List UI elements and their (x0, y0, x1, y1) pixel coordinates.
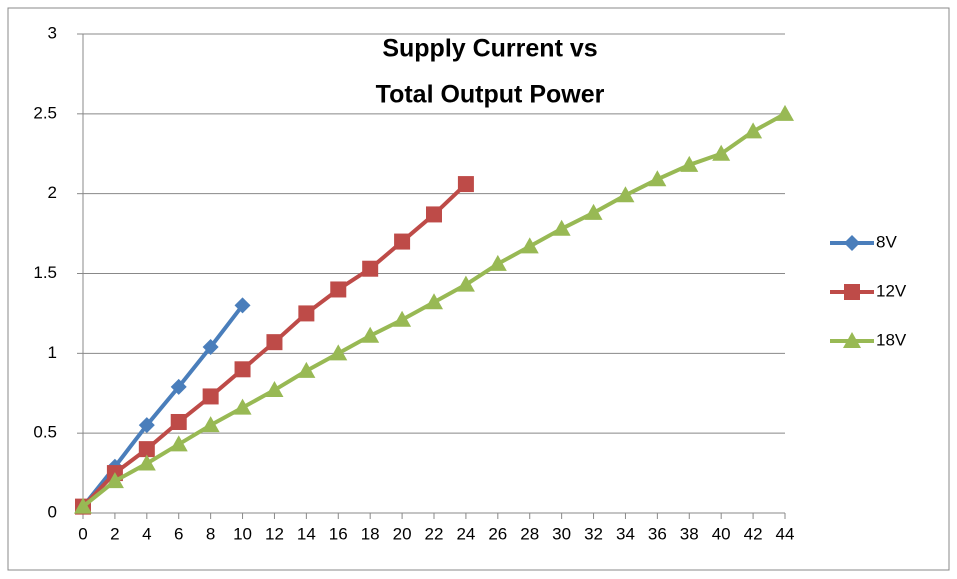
marker (330, 281, 347, 298)
marker (170, 378, 187, 395)
marker (457, 176, 474, 193)
x-tick-label: 38 (680, 524, 699, 543)
x-tick-label: 0 (78, 524, 87, 543)
x-tick-label: 32 (584, 524, 603, 543)
marker (584, 203, 603, 220)
marker (201, 416, 220, 433)
x-tick-label: 42 (744, 524, 763, 543)
chart-title: Total Output Power (376, 81, 605, 109)
y-tick-label: 2 (48, 183, 57, 202)
legend-label: 12V (876, 281, 907, 300)
marker (266, 334, 283, 351)
x-tick-label: 6 (174, 524, 183, 543)
marker (425, 293, 443, 310)
x-tick-label: 28 (520, 524, 539, 543)
marker (202, 338, 219, 355)
marker (265, 381, 284, 398)
marker (138, 441, 155, 458)
marker (234, 297, 251, 314)
marker (233, 398, 252, 415)
y-tick-label: 0.5 (33, 423, 57, 442)
x-tick-label: 18 (361, 524, 380, 543)
marker (844, 284, 860, 300)
y-tick-label: 3 (48, 23, 57, 42)
marker (169, 435, 188, 452)
x-tick-label: 2 (110, 524, 119, 543)
marker (520, 237, 539, 254)
marker (552, 219, 571, 236)
legend-label: 18V (876, 330, 907, 349)
x-tick-label: 10 (233, 524, 252, 543)
marker (744, 122, 763, 139)
x-tick-label: 40 (712, 524, 731, 543)
marker (297, 361, 316, 378)
marker (776, 104, 794, 121)
x-tick-label: 12 (265, 524, 284, 543)
marker (843, 332, 861, 348)
marker (234, 361, 251, 378)
marker (361, 326, 380, 343)
x-tick-label: 20 (393, 524, 412, 543)
x-tick-label: 8 (206, 524, 215, 543)
marker (362, 260, 379, 277)
marker (170, 413, 187, 430)
x-tick-label: 24 (456, 524, 475, 543)
marker (680, 155, 699, 172)
marker (488, 254, 507, 271)
marker (74, 497, 92, 514)
x-tick-label: 36 (648, 524, 667, 543)
y-tick-label: 1 (48, 343, 57, 362)
y-tick-label: 2.5 (33, 103, 57, 122)
marker (394, 233, 411, 250)
x-tick-label: 44 (776, 524, 795, 543)
x-tick-label: 16 (329, 524, 348, 543)
marker (298, 305, 315, 322)
marker (393, 310, 412, 327)
marker (712, 144, 731, 161)
x-tick-label: 26 (488, 524, 507, 543)
y-tick-label: 0 (48, 502, 57, 521)
marker (616, 186, 635, 203)
marker (456, 275, 475, 292)
y-tick-label: 1.5 (33, 263, 57, 282)
marker (844, 235, 860, 251)
x-tick-label: 30 (552, 524, 571, 543)
marker (648, 170, 667, 187)
marker (137, 454, 156, 471)
x-tick-label: 14 (297, 524, 316, 543)
marker (329, 344, 348, 361)
marker (426, 206, 442, 223)
x-tick-label: 22 (425, 524, 444, 543)
marker (138, 417, 155, 434)
marker (105, 472, 124, 489)
x-tick-label: 34 (616, 524, 635, 543)
x-tick-label: 4 (142, 524, 151, 543)
chart-title: Supply Current vs (382, 35, 597, 63)
chart-border (7, 7, 950, 571)
legend-label: 8V (876, 232, 897, 251)
marker (202, 388, 219, 405)
